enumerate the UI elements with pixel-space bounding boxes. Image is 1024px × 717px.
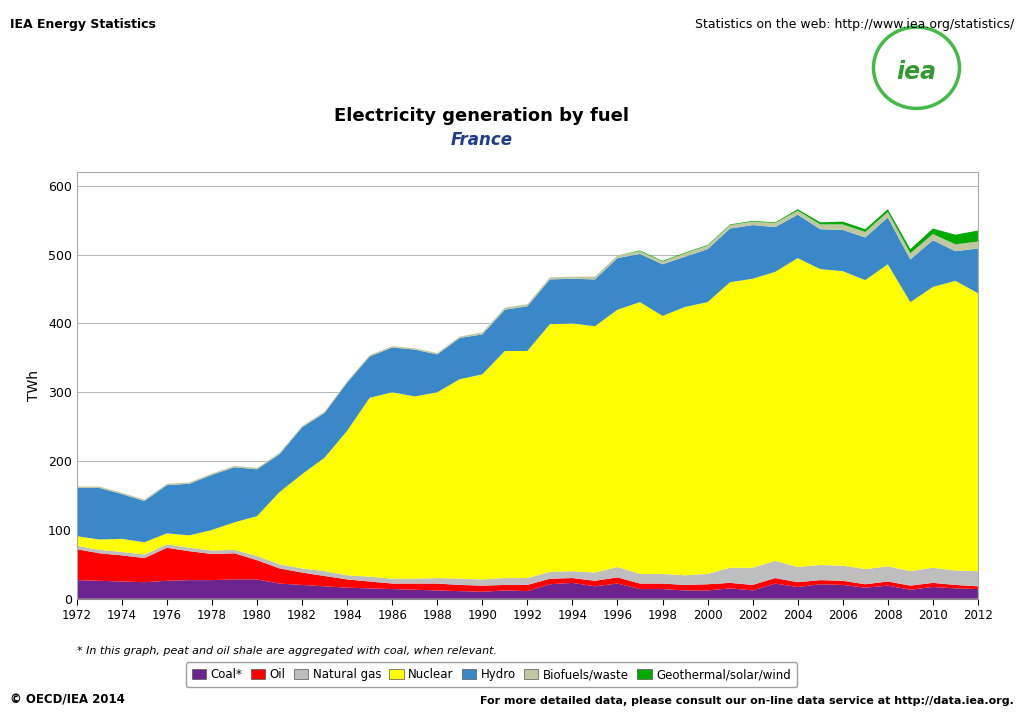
Text: Statistics on the web: http://www.iea.org/statistics/: Statistics on the web: http://www.iea.or… bbox=[694, 18, 1014, 31]
Text: For more detailed data, please consult our on-line data service at http://data.i: For more detailed data, please consult o… bbox=[480, 696, 1014, 706]
Y-axis label: TWh: TWh bbox=[27, 370, 41, 401]
Text: © OECD/IEA 2014: © OECD/IEA 2014 bbox=[10, 693, 125, 706]
Text: * In this graph, peat and oil shale are aggregated with coal, when relevant.: * In this graph, peat and oil shale are … bbox=[77, 646, 497, 656]
Text: Electricity generation by fuel: Electricity generation by fuel bbox=[334, 108, 629, 125]
Text: iea: iea bbox=[896, 60, 937, 84]
Text: IEA Energy Statistics: IEA Energy Statistics bbox=[10, 18, 156, 31]
Text: France: France bbox=[451, 131, 512, 149]
Legend: Coal*, Oil, Natural gas, Nuclear, Hydro, Biofuels/waste, Geothermal/solar/wind: Coal*, Oil, Natural gas, Nuclear, Hydro,… bbox=[185, 663, 797, 687]
